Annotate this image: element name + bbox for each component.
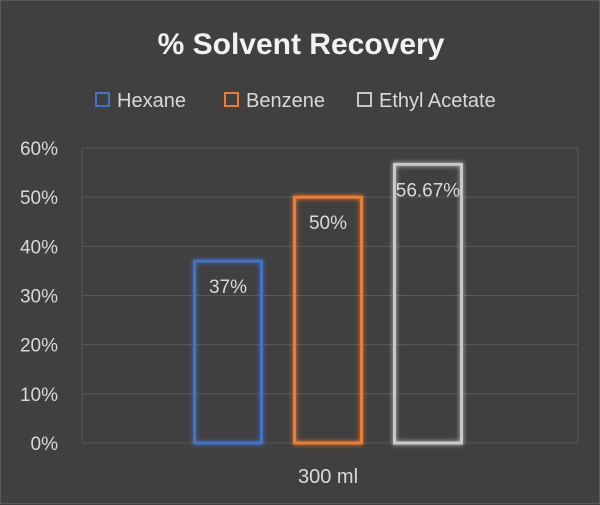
y-tick-label: 30% xyxy=(20,287,58,308)
legend-swatch-hexane xyxy=(95,92,110,107)
data-labels: 37% 50% 56.67% xyxy=(209,180,460,298)
gridlines xyxy=(81,147,579,444)
legend-label-ethyl-acetate: Ethyl Acetate xyxy=(379,90,496,112)
legend-label-benzene: Benzene xyxy=(246,90,325,112)
y-tick-label: 50% xyxy=(20,188,58,209)
y-tick-label: 40% xyxy=(20,237,58,258)
chart-legend: Hexane Benzene Ethyl Acetate xyxy=(95,90,496,112)
x-axis: 300 ml xyxy=(298,466,358,488)
bar-group xyxy=(193,162,463,445)
chart-title: % Solvent Recovery xyxy=(158,28,445,61)
legend-swatch-benzene xyxy=(224,92,239,107)
legend-swatch-ethyl-acetate xyxy=(357,92,372,107)
data-label-benzene: 50% xyxy=(309,213,347,234)
data-label-hexane: 37% xyxy=(209,277,247,298)
x-category-label: 300 ml xyxy=(298,466,358,488)
y-tick-label: 20% xyxy=(20,336,58,357)
bar-ethyl-acetate xyxy=(393,162,463,445)
y-axis: 0% 10% 20% 30% 40% 50% 60% xyxy=(20,139,58,455)
y-tick-label: 60% xyxy=(20,139,58,160)
y-tick-label: 0% xyxy=(31,434,59,455)
data-label-ethyl-acetate: 56.67% xyxy=(396,180,461,201)
bar-hexane xyxy=(193,259,263,445)
legend-label-hexane: Hexane xyxy=(117,90,186,112)
y-tick-label: 10% xyxy=(20,385,58,406)
bar-benzene xyxy=(293,195,363,445)
